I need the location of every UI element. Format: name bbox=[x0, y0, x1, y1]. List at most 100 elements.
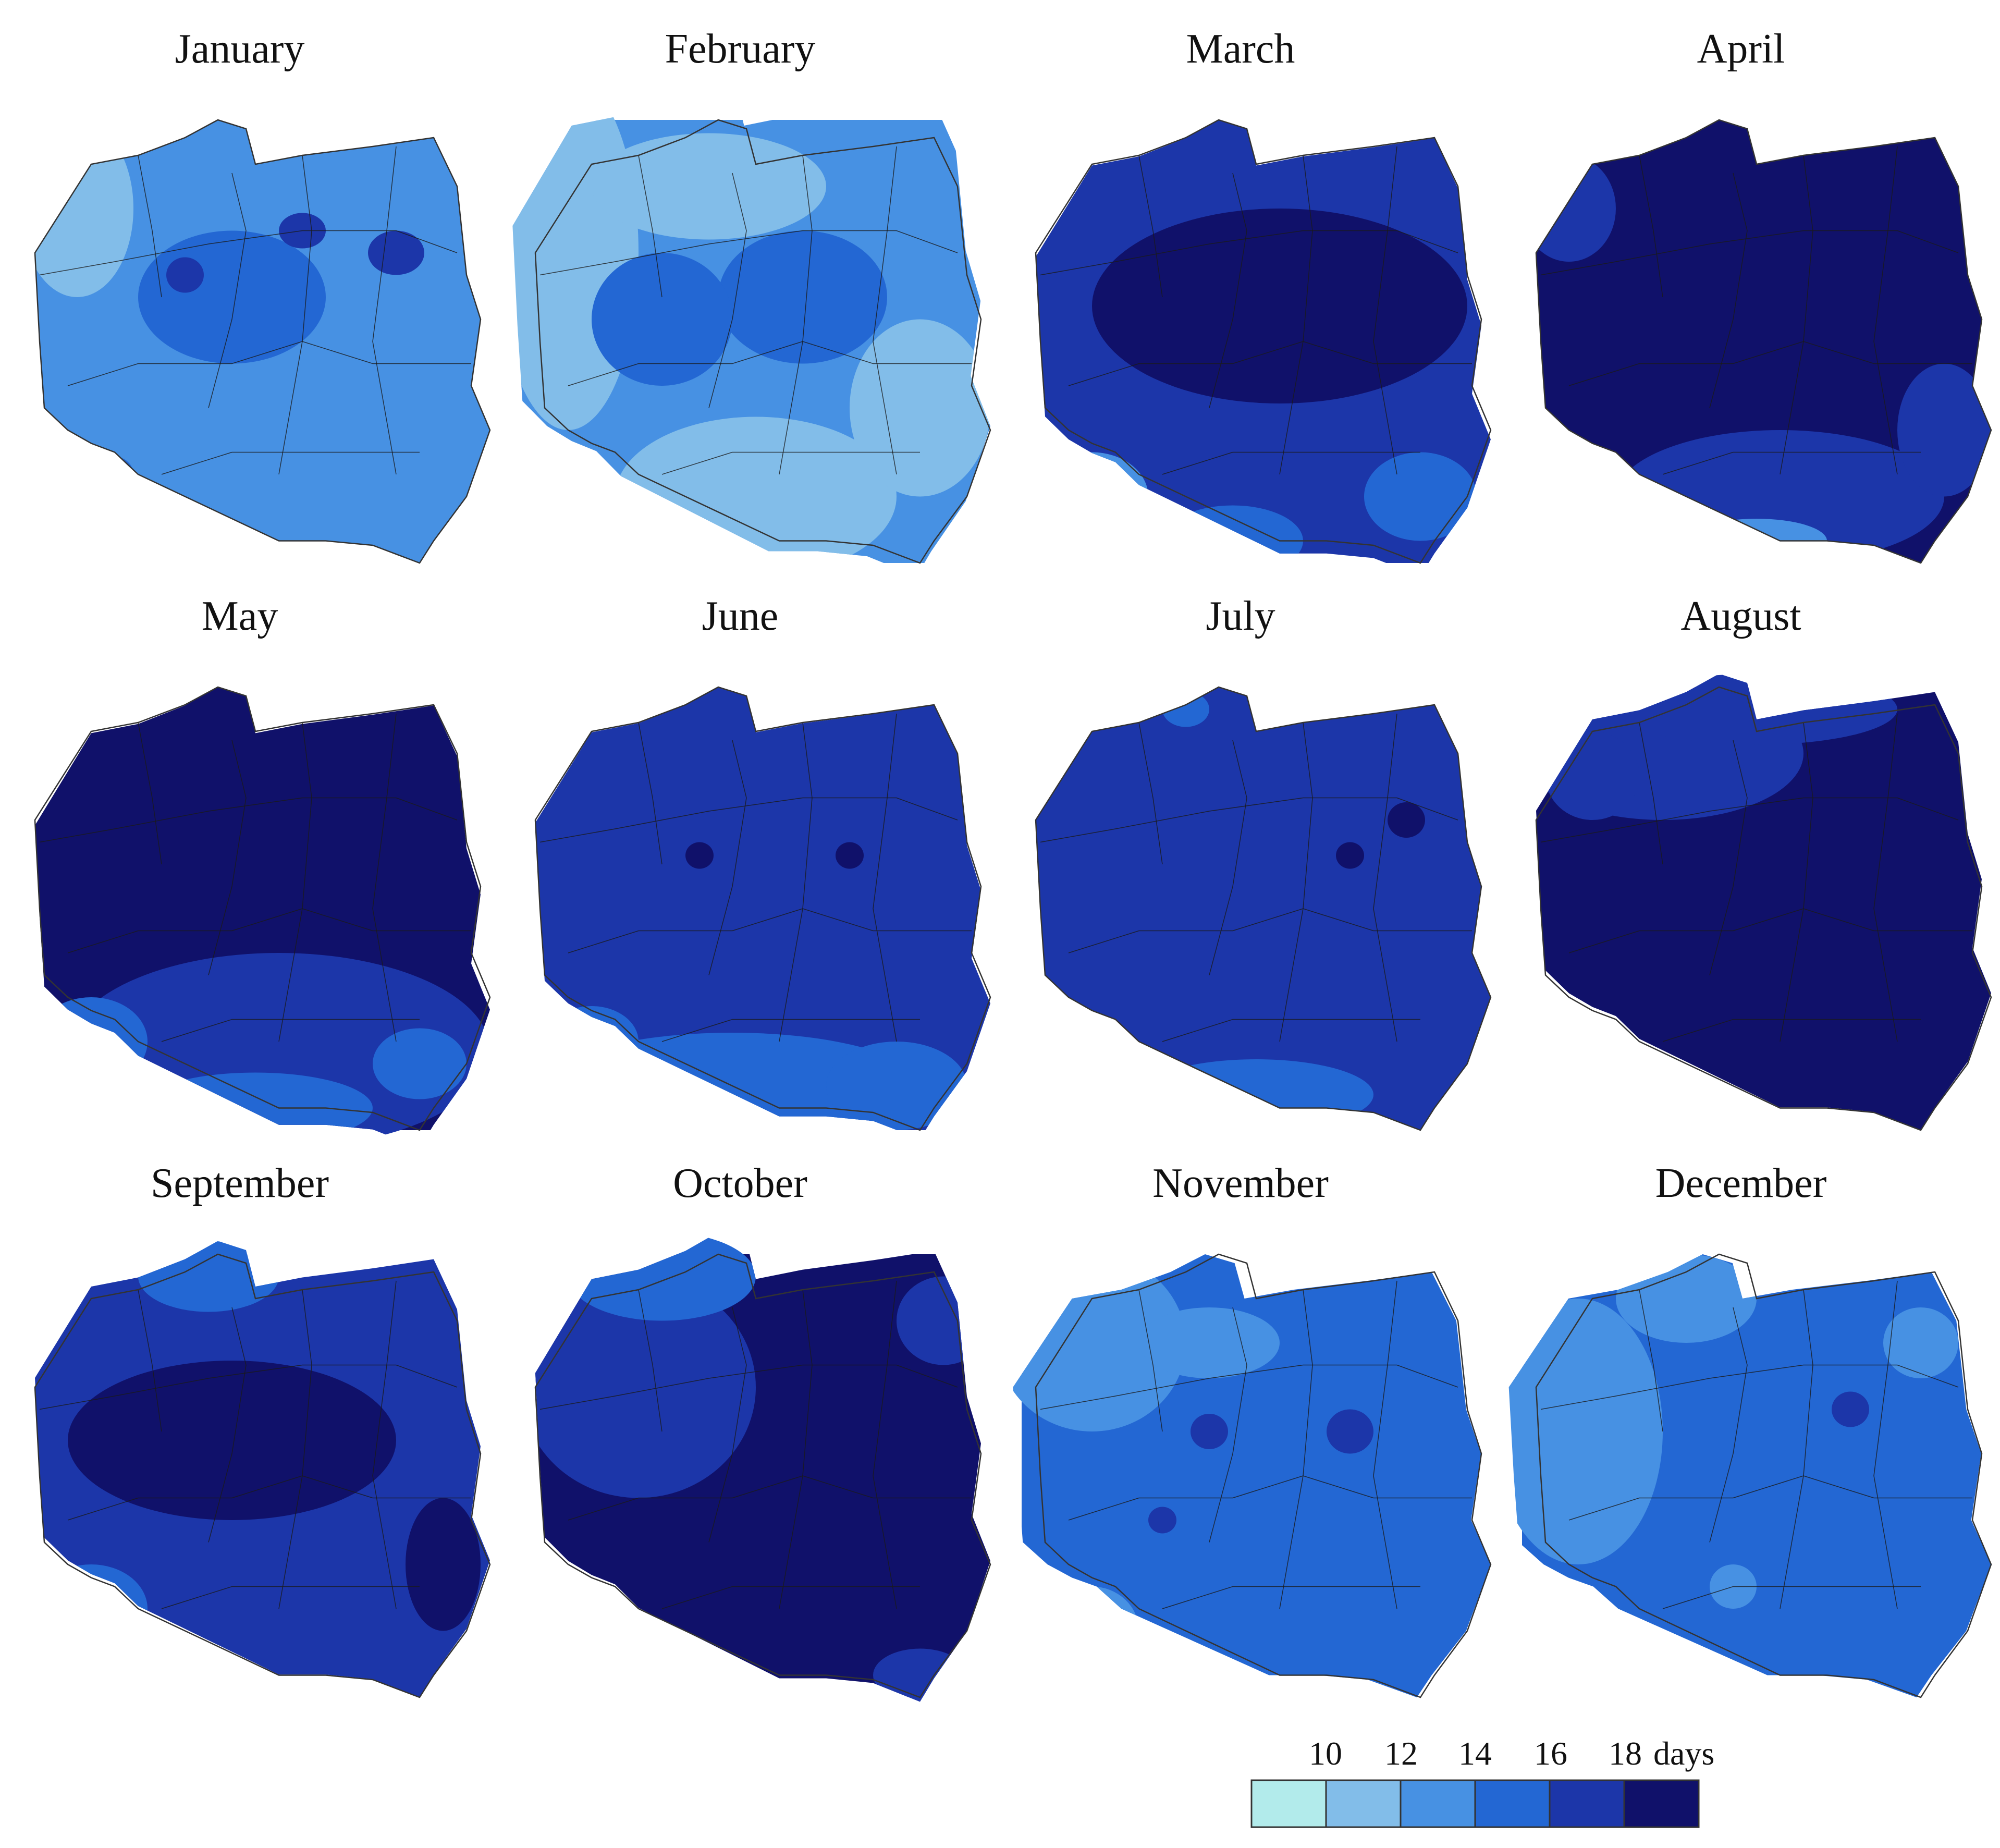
province-border bbox=[1541, 1365, 1958, 1410]
map-shading bbox=[35, 687, 490, 1148]
map-value-region bbox=[568, 1232, 756, 1321]
country-outline bbox=[535, 687, 990, 1130]
province-border bbox=[662, 1587, 920, 1609]
map-value-region bbox=[850, 319, 990, 497]
province-border bbox=[1569, 909, 1972, 953]
province-border bbox=[279, 1290, 312, 1609]
map-value-region bbox=[1139, 1307, 1280, 1378]
map-value-region bbox=[685, 842, 714, 869]
map-value-region bbox=[166, 257, 204, 293]
month-title: July bbox=[1206, 593, 1275, 639]
map-shading bbox=[1013, 1254, 1491, 1697]
province-border bbox=[138, 723, 162, 864]
province-border bbox=[1639, 723, 1663, 864]
map-value-region bbox=[512, 76, 639, 430]
legend-tick-label: 16 bbox=[1534, 1735, 1567, 1772]
map-value-region bbox=[1364, 452, 1477, 541]
legend-swatch bbox=[1549, 1779, 1625, 1828]
legend-tick-label: 14 bbox=[1458, 1735, 1492, 1772]
province-borders bbox=[35, 120, 490, 563]
map-shading bbox=[35, 1241, 490, 1697]
month-map-panel: February bbox=[498, 26, 990, 577]
province-borders bbox=[1536, 1254, 1991, 1697]
month-map-panel: August bbox=[1522, 593, 1991, 1130]
map-area bbox=[998, 1254, 1491, 1697]
month-map-panel: January bbox=[21, 26, 490, 563]
province-border bbox=[1373, 1281, 1397, 1609]
province-border bbox=[639, 1290, 662, 1431]
map-value-region bbox=[1036, 452, 1148, 541]
province-border bbox=[1663, 1020, 1921, 1042]
province-border bbox=[873, 714, 897, 1042]
map-area bbox=[21, 120, 490, 563]
province-border bbox=[1280, 723, 1312, 1042]
province-borders bbox=[535, 120, 990, 563]
province-border bbox=[1780, 723, 1813, 1042]
province-border bbox=[1139, 155, 1162, 297]
month-map-panel: April bbox=[1522, 26, 1991, 563]
province-border bbox=[1040, 231, 1458, 275]
legend-tick-label: 18 bbox=[1609, 1735, 1642, 1772]
map-value-region bbox=[718, 230, 887, 364]
province-border bbox=[138, 1290, 162, 1431]
province-border bbox=[568, 341, 972, 386]
month-title: September bbox=[151, 1160, 329, 1206]
map-value-region bbox=[1191, 1414, 1228, 1449]
province-border bbox=[1139, 723, 1162, 864]
map-value-region bbox=[1054, 1037, 1130, 1091]
legend-swatch bbox=[1400, 1779, 1476, 1828]
month-title: June bbox=[702, 593, 779, 639]
province-border bbox=[1569, 341, 1972, 386]
province-border bbox=[1569, 1476, 1972, 1520]
province-border bbox=[540, 231, 958, 275]
country-outline bbox=[1036, 1254, 1491, 1697]
map-value-region bbox=[1536, 155, 1616, 262]
map-panels: January February March April May June July Augu… bbox=[21, 26, 1991, 1702]
map-value-region bbox=[592, 133, 826, 240]
province-border bbox=[1280, 1290, 1312, 1609]
map-shading bbox=[1036, 687, 1491, 1130]
province-border bbox=[373, 146, 396, 474]
province-border bbox=[1040, 798, 1458, 842]
country-outline bbox=[535, 120, 990, 563]
province-border bbox=[68, 1476, 471, 1520]
province-border bbox=[1780, 155, 1813, 474]
map-value-region bbox=[1616, 674, 1897, 745]
province-border bbox=[68, 909, 471, 953]
province-borders bbox=[35, 1254, 490, 1697]
legend-unit-label: days bbox=[1653, 1735, 1714, 1772]
legend-tick-label: 10 bbox=[1309, 1735, 1342, 1772]
map-value-region bbox=[1616, 1254, 1757, 1343]
province-border bbox=[373, 714, 396, 1042]
map-value-region bbox=[897, 1276, 990, 1365]
province-border bbox=[1162, 1020, 1420, 1042]
legend-tick-label: 12 bbox=[1384, 1735, 1418, 1772]
map-value-region bbox=[406, 1498, 481, 1631]
province-border bbox=[1663, 452, 1921, 475]
map-value-region bbox=[1616, 430, 1944, 563]
country-outline bbox=[1036, 687, 1491, 1130]
province-border bbox=[1373, 146, 1397, 474]
province-border bbox=[1639, 155, 1663, 297]
province-border bbox=[1040, 1365, 1458, 1410]
month-title: November bbox=[1152, 1160, 1329, 1206]
province-borders bbox=[535, 1254, 990, 1697]
month-title: March bbox=[1186, 26, 1295, 72]
map-value-region bbox=[1832, 1391, 1869, 1427]
province-borders bbox=[1036, 120, 1491, 563]
month-map-panel: May bbox=[21, 593, 490, 1148]
map-value-region bbox=[592, 253, 732, 386]
legend-swatch bbox=[1474, 1779, 1551, 1828]
province-border bbox=[162, 1020, 420, 1042]
map-value-region bbox=[836, 842, 864, 869]
country-outline bbox=[1536, 687, 1991, 1130]
map-value-region bbox=[1092, 209, 1467, 403]
country-outline bbox=[35, 687, 490, 1130]
month-map-panel: June bbox=[521, 593, 990, 1139]
province-border bbox=[779, 723, 812, 1042]
province-border bbox=[1373, 714, 1397, 1042]
province-borders bbox=[1036, 687, 1491, 1130]
month-map-panel: November bbox=[998, 1160, 1491, 1697]
map-value-region bbox=[1545, 452, 1639, 541]
